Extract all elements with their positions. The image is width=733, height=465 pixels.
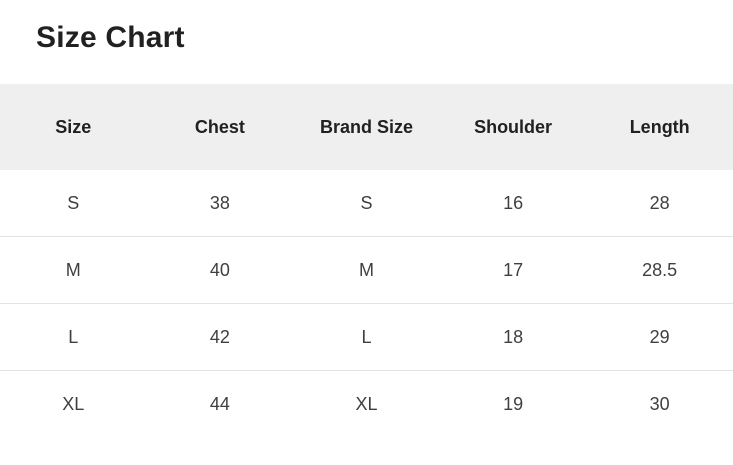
- header-cell-shoulder: Shoulder: [439, 84, 587, 170]
- cell-chest: 38: [146, 170, 294, 237]
- cell-size: L: [0, 303, 147, 371]
- header-cell-length: Length: [586, 84, 733, 170]
- table-header: Size Chest Brand Size Shoulder Length: [0, 84, 733, 170]
- cell-length: 29: [586, 303, 733, 371]
- cell-brand-size: S: [293, 170, 440, 237]
- cell-chest: 40: [146, 236, 294, 304]
- page-title: Size Chart: [36, 21, 185, 54]
- header-cell-chest: Chest: [146, 84, 294, 170]
- cell-length: 28: [586, 170, 733, 237]
- size-chart-table: Size Chest Brand Size Shoulder Length S …: [0, 84, 733, 437]
- cell-size: S: [0, 170, 147, 237]
- table-body: S 38 S 16 28 M 40 M 17 28.5 L 42 L 18 29: [0, 170, 733, 437]
- cell-chest: 42: [146, 303, 294, 371]
- table-row-xl: XL 44 XL 19 30: [0, 370, 733, 437]
- cell-length: 30: [586, 370, 733, 437]
- cell-shoulder: 17: [439, 236, 587, 304]
- cell-size: M: [0, 236, 147, 304]
- table-header-row: Size Chest Brand Size Shoulder Length: [0, 84, 733, 170]
- table-row-s: S 38 S 16 28: [0, 170, 733, 237]
- cell-brand-size: L: [293, 303, 440, 371]
- cell-brand-size: M: [293, 236, 440, 304]
- cell-shoulder: 19: [439, 370, 587, 437]
- table-row-m: M 40 M 17 28.5: [0, 236, 733, 304]
- cell-shoulder: 16: [439, 170, 587, 237]
- table-row-l: L 42 L 18 29: [0, 303, 733, 371]
- header-cell-size: Size: [0, 84, 147, 170]
- cell-brand-size: XL: [293, 370, 440, 437]
- header-cell-brand-size: Brand Size: [293, 84, 440, 170]
- cell-chest: 44: [146, 370, 294, 437]
- cell-size: XL: [0, 370, 147, 437]
- cell-shoulder: 18: [439, 303, 587, 371]
- cell-length: 28.5: [586, 236, 733, 304]
